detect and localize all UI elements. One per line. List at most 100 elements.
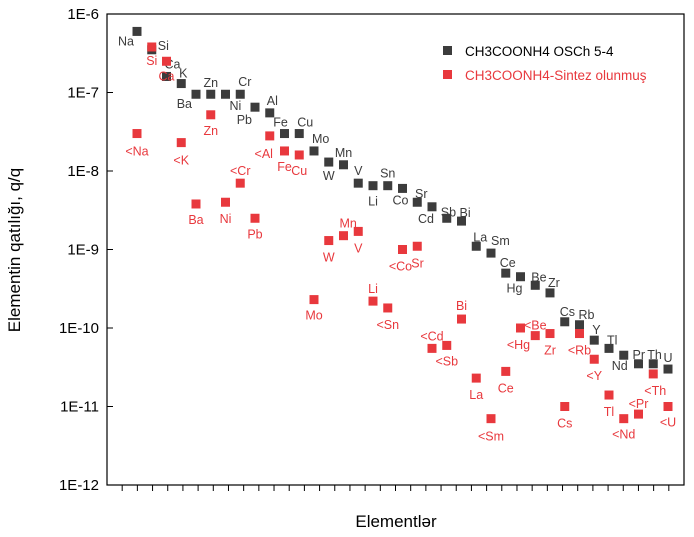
osch-label-pb: Pb — [237, 113, 252, 127]
sintez-point-lt-sb — [442, 340, 452, 350]
osch-label-w: W — [323, 169, 335, 183]
sintez-point-tl — [604, 390, 614, 400]
x-axis-title: Elementlər — [355, 512, 437, 531]
osch-label-co: Co — [393, 193, 409, 207]
osch-label-zr: Zr — [548, 276, 560, 290]
sintez-label-lt-pr: <Pr — [629, 397, 649, 411]
osch-label-sr: Sr — [415, 187, 428, 201]
osch-point-hg — [516, 272, 525, 282]
osch-point-mo — [309, 146, 319, 156]
osch-label-hg: Hg — [507, 282, 523, 296]
osch-point-ni — [221, 89, 230, 99]
sintez-label-zn: Zn — [203, 124, 218, 138]
sintez-point-lt-k — [176, 138, 186, 148]
osch-label-th: Th — [647, 348, 662, 362]
osch-label-cu: Cu — [297, 116, 313, 130]
sintez-label-ca: Ca — [159, 69, 175, 83]
sintez-point-pb — [250, 213, 260, 223]
sintez-point-fe — [280, 146, 289, 156]
osch-point-pr — [634, 359, 643, 369]
osch-point-mn — [339, 160, 348, 170]
sintez-point-cu — [294, 150, 304, 160]
sintez-label-cs: Cs — [557, 417, 572, 431]
sintez-label-lt-co: <Co — [389, 260, 412, 274]
osch-point-k — [176, 79, 186, 89]
plot-frame — [106, 13, 685, 486]
y-tick-label: 1E-12 — [59, 477, 99, 494]
sintez-label-pb: Pb — [247, 227, 262, 241]
osch-label-na: Na — [118, 34, 134, 48]
sintez-point-lt-hg — [516, 323, 525, 333]
legend-label-sintez: CH3COONH4-Sintez olunmuş — [465, 68, 647, 83]
osch-point-la — [471, 241, 481, 251]
sintez-label-lt-sm: <Sm — [478, 430, 504, 444]
osch-label-li: Li — [368, 195, 378, 209]
axis-ticks — [107, 92, 670, 491]
sintez-label-lt-y: <Y — [586, 369, 602, 383]
osch-label-sm: Sm — [491, 234, 510, 248]
osch-point-sb — [442, 213, 452, 223]
osch-point-cr — [235, 89, 245, 99]
osch-point-ce — [501, 268, 511, 278]
sintez-point-lt-co — [398, 245, 407, 254]
sintez-label-lt-k: <K — [173, 154, 189, 168]
legend-marker-osch — [443, 46, 452, 55]
osch-point-cu — [294, 129, 304, 139]
sintez-label-fe: Fe — [277, 160, 292, 174]
osch-point-w — [324, 157, 334, 167]
osch-point-pb — [250, 102, 260, 112]
sintez-point-ce — [501, 366, 511, 376]
osch-label-fe: Fe — [273, 116, 288, 130]
sintez-point-lt-pr — [634, 409, 643, 419]
sintez-point-lt-na — [132, 129, 142, 139]
sintez-point-lt-u — [663, 402, 673, 411]
sintez-point-ni — [221, 197, 230, 207]
sintez-point-mn — [339, 231, 348, 241]
sintez-point-lt-th — [648, 369, 658, 379]
sintez-label-lt-sb: <Sb — [435, 354, 458, 368]
sintez-label-cu: Cu — [291, 164, 307, 178]
sintez-label-ce: Ce — [498, 381, 514, 395]
sintez-point-mo — [309, 295, 319, 305]
osch-point-cs — [560, 317, 570, 327]
osch-label-bi: Bi — [460, 206, 471, 220]
sintez-label-zr: Zr — [544, 344, 556, 358]
sintez-point-zn — [206, 110, 216, 120]
y-tick-label: 1E-11 — [60, 399, 99, 416]
sintez-point-ba — [191, 199, 201, 209]
sintez-point-li — [368, 296, 378, 306]
osch-point-sr — [412, 197, 422, 207]
sintez-label-lt-rb: <Rb — [568, 344, 591, 358]
sintez-point-cs — [560, 402, 570, 411]
sintez-point-lt-sn — [383, 303, 393, 313]
legend-label-osch: CH3COONH4 OSCh 5-4 — [465, 44, 614, 59]
osch-point-be — [530, 280, 540, 290]
sintez-label-w: W — [323, 251, 335, 265]
y-tick-label: 1E-8 — [67, 163, 99, 180]
sintez-point-lt-y — [589, 354, 599, 364]
osch-label-pr: Pr — [633, 348, 646, 362]
sintez-label-la: La — [469, 388, 483, 402]
sintez-point-lt-rb — [575, 329, 584, 339]
sintez-point-zr — [545, 329, 555, 339]
osch-point-co — [398, 183, 407, 193]
osch-point-zn — [206, 89, 216, 99]
osch-point-na — [132, 26, 142, 36]
sintez-label-lt-sn: <Sn — [376, 318, 399, 332]
sintez-label-lt-u: <U — [660, 416, 676, 430]
y-tick-label: 1E-7 — [67, 85, 99, 102]
y-tick-label: 1E-9 — [67, 242, 99, 259]
osch-point-bi — [457, 216, 466, 226]
sintez-label-lt-nd: <Nd — [612, 428, 635, 442]
osch-label-sn: Sn — [380, 167, 395, 181]
osch-label-rb: Rb — [579, 308, 595, 322]
osch-label-ni: Ni — [230, 99, 242, 113]
sintez-point-bi — [457, 314, 466, 324]
sintez-label-tl: Tl — [604, 405, 614, 419]
y-tick-label: 1E-10 — [59, 320, 99, 337]
osch-label-cs: Cs — [560, 305, 575, 319]
sintez-label-bi: Bi — [456, 299, 467, 313]
osch-label-ce: Ce — [500, 256, 516, 270]
